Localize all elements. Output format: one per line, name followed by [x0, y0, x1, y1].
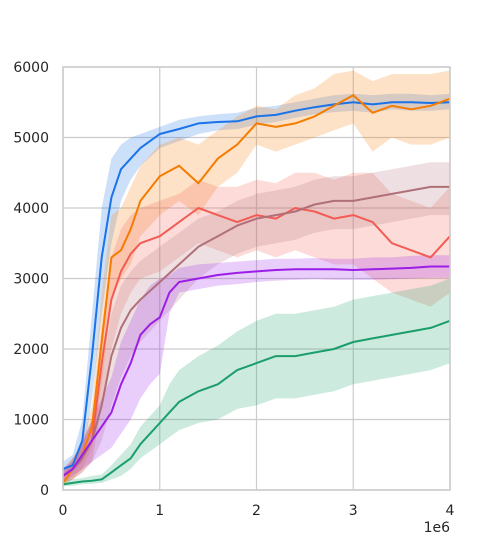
- series-band-5: [63, 255, 450, 483]
- x-tick-label: 1: [155, 503, 164, 519]
- y-tick-label: 4000: [13, 201, 49, 217]
- series-line-4: [62, 185, 450, 477]
- series-band-6: [63, 278, 450, 487]
- series-line-2: [62, 94, 451, 484]
- y-tick-label: 2000: [13, 342, 49, 358]
- x-tick-label: 4: [446, 503, 455, 519]
- series-line-6: [62, 319, 451, 486]
- series-line-3: [62, 207, 451, 477]
- y-tick-label: 0: [40, 483, 49, 499]
- series-lines: [62, 94, 451, 486]
- series-band-2: [63, 70, 450, 487]
- y-tick-label: 1000: [13, 413, 49, 429]
- plot-area-frame: [62, 66, 451, 491]
- x-tick-label: 2: [252, 503, 261, 519]
- series-band-4: [63, 162, 450, 483]
- confidence-bands: [63, 70, 450, 487]
- y-tick-label: 6000: [13, 60, 49, 76]
- x-tick-label: 0: [59, 503, 68, 519]
- series-line-1: [62, 101, 451, 470]
- series-band-3: [63, 172, 450, 483]
- series-line-5: [62, 265, 450, 477]
- x-tick-label: 3: [349, 503, 358, 519]
- y-tick-label: 5000: [13, 131, 49, 147]
- tick-labels: 0 1 2 3 4 0 1000 2000 3000 4000 5000 6000: [13, 60, 454, 519]
- x-offset-label: 1e6: [424, 520, 451, 536]
- y-tick-label: 3000: [13, 272, 49, 288]
